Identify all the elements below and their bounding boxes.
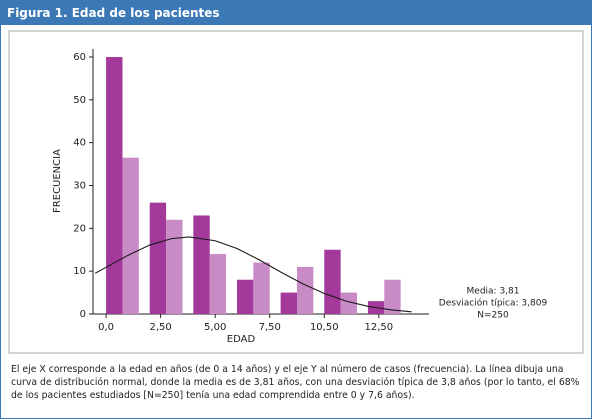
- bar: [122, 157, 139, 314]
- x-tick-label: 10,50: [310, 322, 339, 333]
- bar: [209, 254, 227, 314]
- bar: [193, 215, 210, 314]
- bar: [324, 249, 341, 314]
- annotation: Desviación típica: 3,809: [439, 298, 548, 309]
- y-tick-label: 10: [73, 266, 86, 277]
- x-tick-label: 0,0: [98, 322, 114, 333]
- y-tick-label: 40: [73, 138, 86, 149]
- bar: [166, 219, 183, 314]
- y-tick-label: 0: [80, 309, 86, 320]
- y-tick-label: 30: [73, 181, 86, 192]
- x-tick-label: 7,50: [259, 322, 281, 333]
- y-tick-label: 20: [73, 223, 86, 234]
- bar: [384, 279, 401, 314]
- normal-curve: [94, 236, 412, 313]
- y-tick-label: 50: [73, 95, 86, 106]
- bar: [106, 57, 123, 314]
- y-axis-label: FRECUENCIA: [52, 149, 63, 213]
- bar: [297, 266, 314, 314]
- annotation: Media: 3,81: [467, 287, 520, 297]
- bar: [253, 262, 270, 314]
- x-tick-label: 2,50: [150, 322, 172, 333]
- bar: [280, 292, 297, 314]
- bar: [237, 279, 254, 314]
- chart: EDAD FRECUENCIA 0 10 20 30 40 50 60 0,0 2,50 5,00…: [8, 30, 584, 354]
- figure-title: Figura 1. Edad de los pacientes: [1, 1, 591, 25]
- annotation: N=250: [477, 311, 509, 321]
- bar: [149, 202, 167, 314]
- x-axis-label: EDAD: [227, 334, 256, 345]
- bar: [340, 292, 357, 314]
- x-tick-label: 12,50: [364, 322, 393, 333]
- x-tick-label: 5,00: [204, 322, 226, 333]
- y-tick-label: 60: [73, 52, 86, 63]
- caption: El eje X corresponde a la edad en años (…: [11, 364, 580, 401]
